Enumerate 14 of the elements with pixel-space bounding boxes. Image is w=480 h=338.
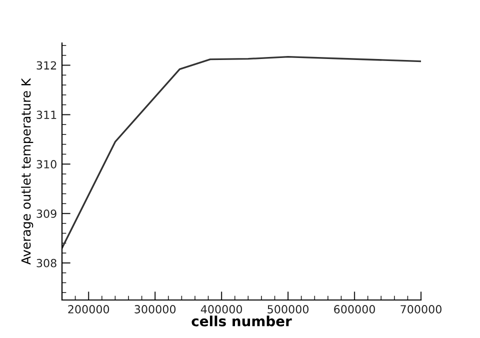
x-tick-label: 500000 [268, 305, 309, 314]
y-tick-label: 308 [36, 258, 56, 268]
y-tick-label: 311 [36, 110, 56, 120]
y-axis-title: Average outlet temperature K [21, 78, 34, 265]
x-axis-title: cells number [192, 316, 292, 326]
y-tick-label: 309 [36, 209, 56, 218]
y-tick-label: 310 [36, 160, 56, 168]
y-tick-label: 312 [36, 61, 56, 70]
x-tick-label: 700000 [400, 305, 442, 314]
line-series [62, 56, 421, 249]
x-tick-label: 400000 [200, 305, 242, 314]
x-tick-label: 600000 [334, 305, 375, 314]
x-tick-label: 300000 [134, 305, 176, 314]
x-tick-label: 200000 [68, 305, 110, 314]
